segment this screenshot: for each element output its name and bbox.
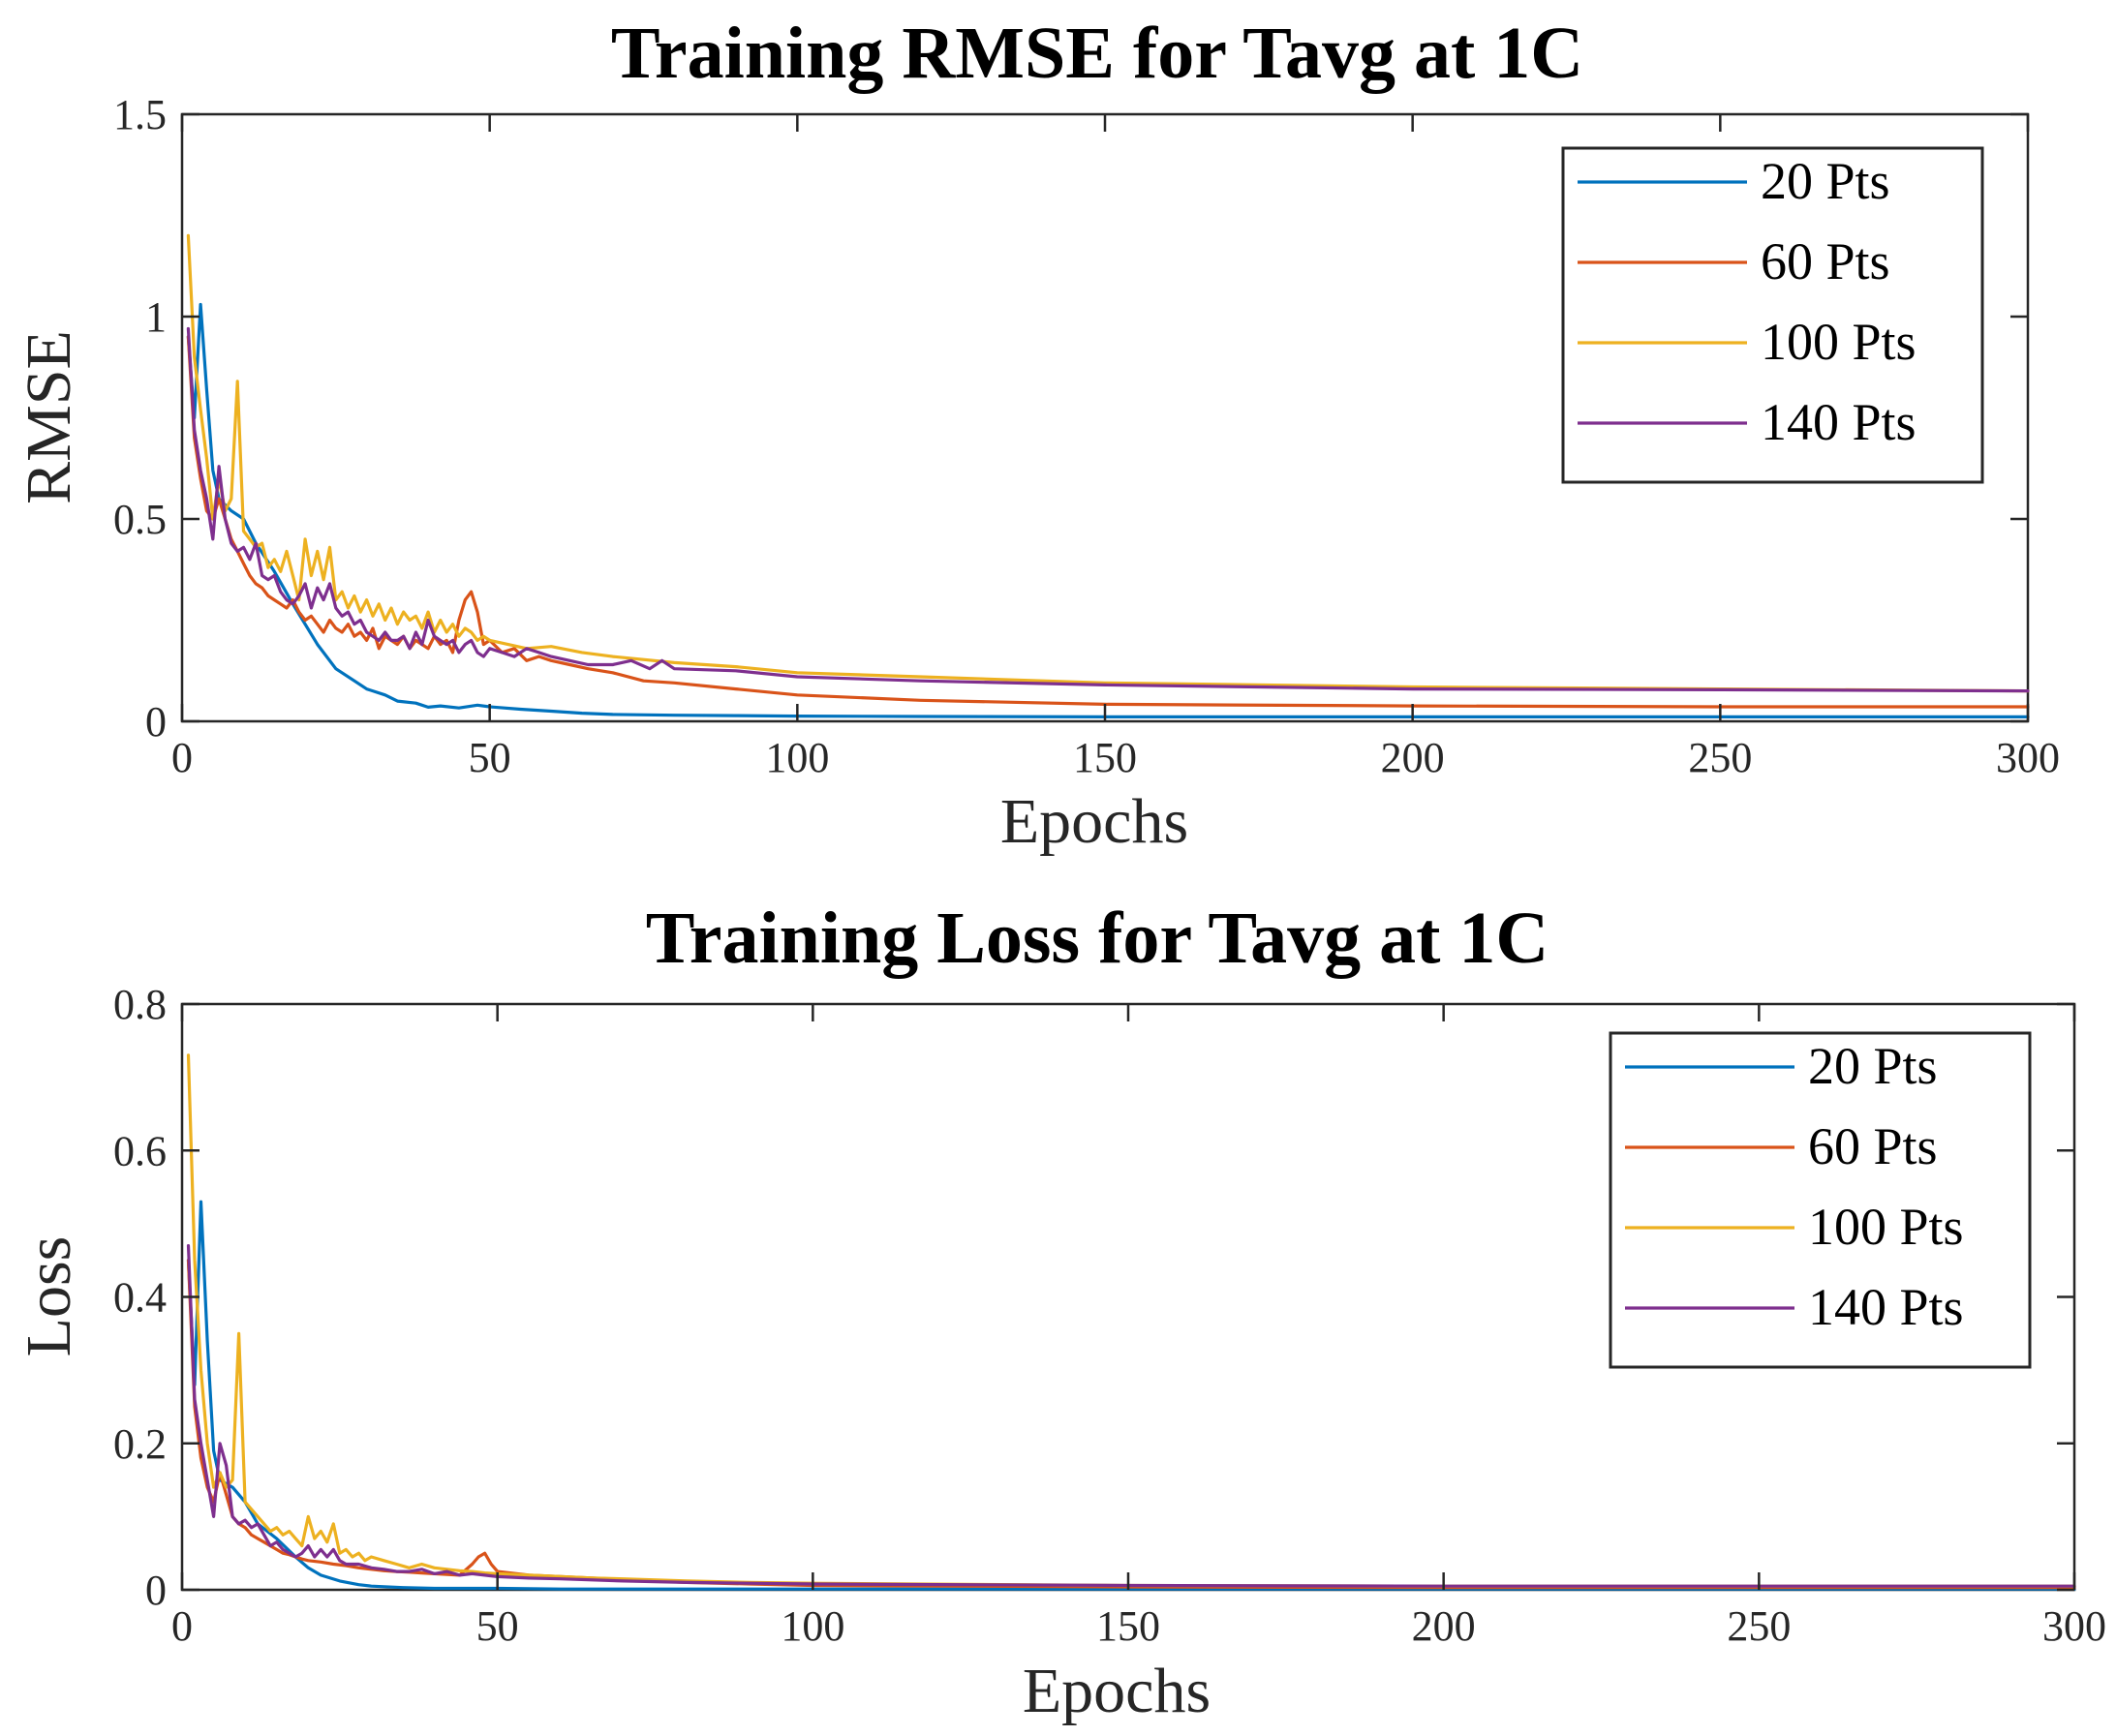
rmse-legend-label-140-pts: 140 Pts — [1761, 393, 1917, 451]
loss-legend-label-60-pts: 60 Pts — [1808, 1117, 1938, 1175]
loss-legend-label-140-pts: 140 Pts — [1808, 1278, 1964, 1336]
loss-x-tick-label: 150 — [1096, 1602, 1160, 1650]
rmse-y-axis-label: RMSE — [14, 330, 84, 504]
rmse-legend-label-100-pts: 100 Pts — [1761, 313, 1917, 371]
rmse-x-axis-label: Epochs — [1000, 786, 1188, 857]
rmse-y-tick-label: 0 — [145, 698, 167, 746]
loss-legend-label-20-pts: 20 Pts — [1808, 1037, 1938, 1095]
rmse-x-tick-label: 100 — [765, 734, 829, 781]
rmse-series-layer — [186, 233, 2030, 719]
loss-legend: 20 Pts 60 Pts 100 Pts 140 Pts — [1609, 1031, 2032, 1369]
loss-y-axis-label: Loss — [14, 1236, 84, 1357]
loss-ticks-layer: 0 50 100 150 200 250 300 0 0.2 0.4 0.6 0.8 — [113, 981, 2106, 1650]
rmse-x-tick-label: 150 — [1073, 734, 1137, 781]
rmse-ticks-layer: 0 50 100 150 200 250 300 0 0.5 1 1.5 — [113, 91, 2060, 781]
loss-series-layer — [186, 1053, 2076, 1591]
loss-y-tick-label: 0.8 — [113, 981, 167, 1028]
loss-y-tick-label: 0 — [145, 1567, 167, 1614]
rmse-x-tick-label: 0 — [171, 734, 193, 781]
rmse-chart-title: Training RMSE for Tavg at 1C — [611, 13, 1583, 94]
loss-x-tick-label: 100 — [781, 1602, 844, 1650]
loss-series-140-pts — [186, 1243, 2076, 1588]
loss-legend-box — [1609, 1031, 2032, 1369]
loss-chart-title: Training Loss for Tavg at 1C — [646, 898, 1549, 979]
loss-series-20-pts — [186, 1200, 2076, 1591]
rmse-x-tick-label: 200 — [1381, 734, 1445, 781]
loss-y-tick-label: 0.6 — [113, 1127, 167, 1174]
rmse-series-20-pts — [186, 302, 2030, 719]
rmse-legend-box — [1561, 146, 1984, 484]
loss-x-tick-label: 0 — [171, 1602, 193, 1650]
loss-y-tick-label: 0.4 — [113, 1274, 167, 1322]
rmse-x-tick-label: 300 — [1996, 734, 2060, 781]
rmse-x-tick-label: 50 — [469, 734, 511, 781]
rmse-x-tick-label: 250 — [1688, 734, 1752, 781]
rmse-legend: 20 Pts 60 Pts 100 Pts 140 Pts — [1561, 146, 1984, 484]
rmse-series-100-pts — [186, 233, 2030, 693]
loss-y-tick-label: 0.2 — [113, 1420, 167, 1468]
loss-series-100-pts — [186, 1053, 2076, 1588]
loss-chart: Training Loss for Tavg at 1C 0 50 100 150 20… — [14, 898, 2106, 1726]
loss-x-tick-label: 300 — [2042, 1602, 2106, 1650]
rmse-series-140-pts — [186, 326, 2030, 693]
loss-x-tick-label: 250 — [1727, 1602, 1791, 1650]
rmse-legend-label-60-pts: 60 Pts — [1761, 232, 1890, 290]
rmse-y-tick-label: 1 — [145, 293, 167, 341]
loss-x-tick-label: 200 — [1412, 1602, 1476, 1650]
rmse-y-tick-label: 0.5 — [113, 496, 167, 543]
rmse-legend-label-20-pts: 20 Pts — [1761, 152, 1890, 210]
loss-x-axis-label: Epochs — [1023, 1656, 1211, 1726]
rmse-chart: Training RMSE for Tavg at 1C 0 50 100 150 20… — [14, 13, 2060, 857]
rmse-y-tick-label: 1.5 — [113, 91, 167, 138]
loss-x-tick-label: 50 — [476, 1602, 519, 1650]
loss-legend-label-100-pts: 100 Pts — [1808, 1198, 1964, 1256]
